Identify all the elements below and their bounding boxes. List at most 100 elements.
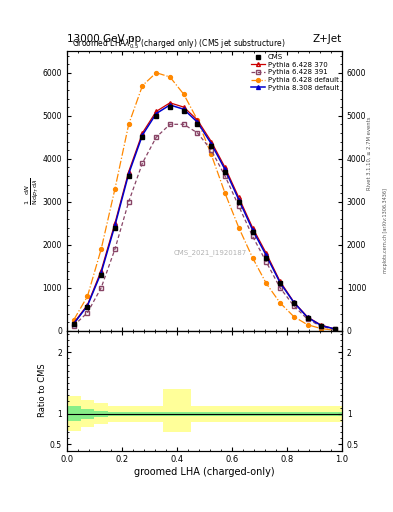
Line: CMS: CMS [72,105,337,331]
Text: Groomed LHA$\lambda^{1}_{0.5}$ (charged only) (CMS jet substructure): Groomed LHA$\lambda^{1}_{0.5}$ (charged … [72,36,286,51]
Pythia 6.428 default [195,117,200,123]
Pythia 6.428 391 [209,147,214,153]
CMS [85,304,90,310]
Text: mcplots.cern.ch [arXiv:1306.3436]: mcplots.cern.ch [arXiv:1306.3436] [383,188,387,273]
Pythia 6.428 default [168,74,173,80]
Pythia 6.428 391 [99,285,104,291]
Pythia 6.428 default [209,152,214,158]
Text: Z+Jet: Z+Jet [313,33,342,44]
Pythia 6.428 370 [195,117,200,123]
Pythia 6.428 370 [333,326,338,332]
Pythia 8.308 default [168,102,173,108]
Pythia 6.428 default [250,254,255,261]
Pythia 6.428 391 [140,160,145,166]
Pythia 6.428 370 [182,104,186,110]
Pythia 8.308 default [195,119,200,125]
Pythia 6.428 391 [333,326,338,332]
Text: Rivet 3.1.10, ≥ 2.7M events: Rivet 3.1.10, ≥ 2.7M events [367,117,372,190]
CMS [195,121,200,127]
Pythia 8.308 default [237,197,241,203]
CMS [237,199,241,205]
Y-axis label: Ratio to CMS: Ratio to CMS [38,364,47,417]
Pythia 8.308 default [250,227,255,233]
CMS [99,272,104,278]
Pythia 6.428 370 [278,278,283,284]
Pythia 8.308 default [319,323,324,329]
Pythia 8.308 default [113,222,118,228]
Pythia 6.428 370 [237,195,241,201]
Pythia 8.308 default [209,141,214,147]
Pythia 6.428 370 [127,168,131,175]
Pythia 8.308 default [154,111,159,117]
Pythia 6.428 370 [292,299,296,305]
Pythia 6.428 370 [305,314,310,320]
Pythia 8.308 default [222,166,227,173]
Pythia 8.308 default [264,252,269,259]
Pythia 6.428 default [264,281,269,287]
Pythia 6.428 default [127,121,131,127]
Pythia 6.428 391 [237,203,241,209]
CMS [154,113,159,119]
Pythia 6.428 391 [168,121,173,127]
Pythia 6.428 391 [305,316,310,322]
Pythia 6.428 391 [154,134,159,140]
Pythia 6.428 391 [85,310,90,316]
Pythia 6.428 370 [154,109,159,115]
Line: Pythia 8.308 default: Pythia 8.308 default [72,103,337,331]
CMS [292,300,296,306]
Pythia 8.308 default [127,170,131,177]
CMS [222,168,227,175]
CMS [250,229,255,235]
Pythia 6.428 default [319,326,324,332]
Pythia 6.428 391 [292,303,296,309]
Pythia 6.428 370 [168,100,173,106]
Pythia 6.428 370 [264,250,269,257]
CMS [278,281,283,287]
Pythia 8.308 default [99,270,104,276]
Pythia 6.428 default [99,246,104,252]
Pythia 6.428 370 [250,224,255,230]
Pythia 6.428 default [154,70,159,76]
Pythia 6.428 default [182,91,186,97]
Pythia 6.428 391 [127,199,131,205]
Pythia 8.308 default [85,303,90,309]
Pythia 6.428 default [72,317,76,323]
Pythia 6.428 370 [209,138,214,144]
Pythia 6.428 391 [264,259,269,265]
Pythia 6.428 default [113,186,118,192]
Pythia 6.428 391 [222,173,227,179]
Pythia 6.428 391 [72,323,76,329]
CMS [209,143,214,149]
Legend: CMS, Pythia 6.428 370, Pythia 6.428 391, Pythia 6.428 default, Pythia 8.308 defa: CMS, Pythia 6.428 370, Pythia 6.428 391,… [250,53,340,92]
Pythia 6.428 370 [85,302,90,308]
CMS [127,173,131,179]
Pythia 6.428 391 [250,233,255,239]
Pythia 6.428 370 [72,320,76,326]
Text: CMS_2021_I1920187: CMS_2021_I1920187 [173,249,246,256]
X-axis label: groomed LHA (charged-only): groomed LHA (charged-only) [134,467,275,477]
Pythia 6.428 default [292,313,296,319]
Y-axis label: $\frac{1}{\mathrm{N}}\frac{\mathrm{d}N}{\mathrm{d}p_T\,\mathrm{d}\lambda}$: $\frac{1}{\mathrm{N}}\frac{\mathrm{d}N}{… [24,177,41,205]
CMS [72,321,76,327]
Pythia 6.428 370 [99,267,104,273]
Line: Pythia 6.428 default: Pythia 6.428 default [72,71,337,332]
Pythia 8.308 default [278,280,283,286]
Line: Pythia 6.428 391: Pythia 6.428 391 [72,122,337,331]
Pythia 6.428 391 [113,246,118,252]
Pythia 6.428 391 [319,324,324,330]
CMS [168,104,173,110]
Pythia 6.428 default [85,293,90,300]
Pythia 8.308 default [182,106,186,112]
Pythia 8.308 default [72,321,76,327]
CMS [140,134,145,140]
Line: Pythia 6.428 370: Pythia 6.428 370 [72,101,337,331]
Pythia 6.428 370 [222,164,227,170]
Pythia 6.428 391 [278,285,283,291]
CMS [333,326,338,332]
CMS [319,323,324,329]
CMS [264,254,269,261]
Pythia 6.428 370 [113,220,118,226]
Pythia 8.308 default [305,314,310,321]
CMS [113,224,118,230]
Pythia 6.428 default [222,190,227,196]
